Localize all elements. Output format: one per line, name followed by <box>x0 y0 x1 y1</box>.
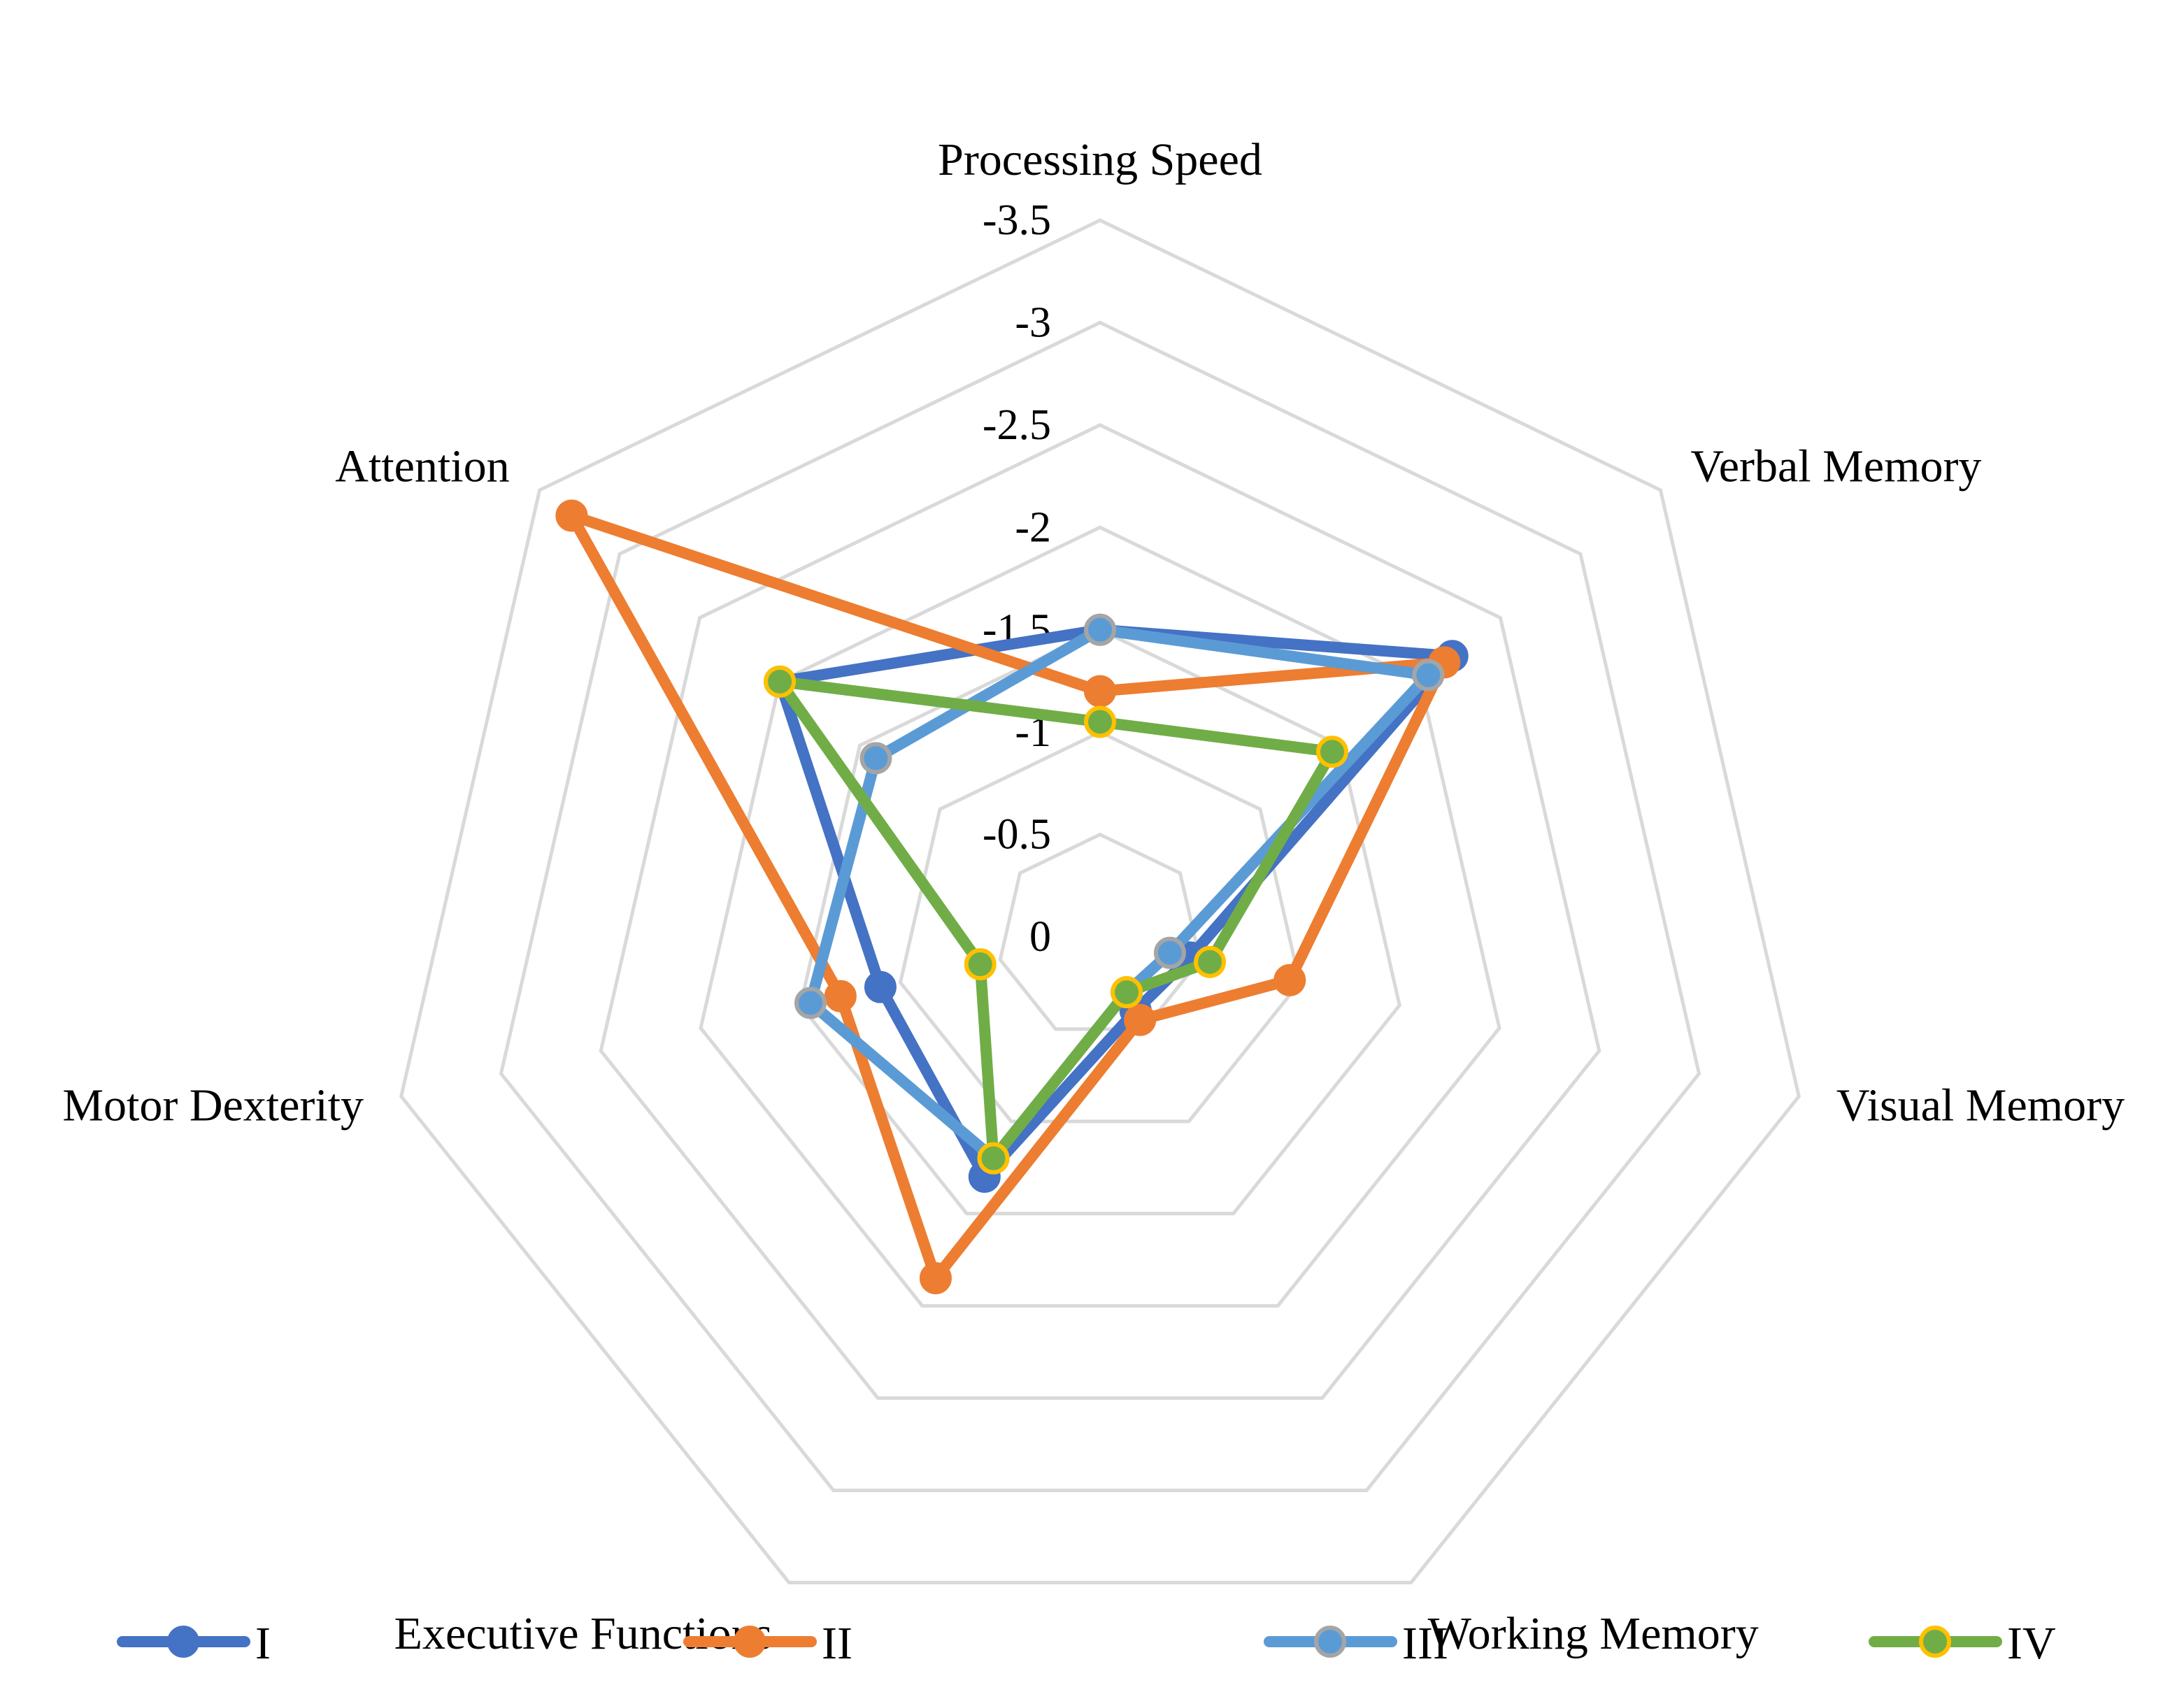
data-point-II-visual-memory[interactable] <box>1273 963 1306 996</box>
tick-label: -2 <box>1015 503 1051 551</box>
tick-label: -3.5 <box>983 196 1051 244</box>
grid-ring <box>499 320 1701 1493</box>
axis-label-executive-functions: Executive Functions <box>394 1608 773 1659</box>
data-point-III-processing-speed[interactable] <box>1084 613 1116 646</box>
data-point-IV-executive-functions[interactable] <box>977 1142 1010 1175</box>
tick-label: -0.5 <box>983 811 1051 859</box>
axis-label-processing-speed: Processing Speed <box>938 134 1262 185</box>
data-point-IV-motor-dexterity[interactable] <box>964 948 997 981</box>
data-point-IV-attention[interactable] <box>764 665 797 698</box>
legend-item-I[interactable]: I <box>117 1618 271 1669</box>
tick-labels: 0-0.5-1-1.5-2-2.5-3-3.5 <box>983 196 1051 961</box>
grid-ring <box>599 423 1601 1400</box>
axis-label-working-memory: Working Memory <box>1428 1608 1759 1659</box>
series-line-IV <box>774 675 1338 1164</box>
legend-item-II[interactable]: II <box>683 1618 852 1669</box>
legend-swatch-marker <box>734 1626 766 1658</box>
data-point-III-verbal-memory[interactable] <box>1412 659 1445 691</box>
series-line-I <box>774 624 1458 1183</box>
data-point-II-attention[interactable] <box>555 499 588 532</box>
data-point-IV-visual-memory[interactable] <box>1194 945 1227 978</box>
data-point-II-working-memory[interactable] <box>1124 1003 1157 1036</box>
series-layer <box>555 499 1469 1295</box>
legend-swatch-marker <box>1919 1626 1951 1658</box>
tick-label: -2.5 <box>983 401 1051 449</box>
data-point-II-processing-speed[interactable] <box>1084 675 1116 708</box>
series-II <box>555 499 1461 1295</box>
data-point-IV-verbal-memory[interactable] <box>1315 736 1348 768</box>
data-point-III-attention[interactable] <box>859 742 892 775</box>
data-point-III-visual-memory[interactable] <box>1153 936 1186 969</box>
data-point-I-motor-dexterity[interactable] <box>864 970 897 1003</box>
legend-swatch-marker <box>167 1626 199 1658</box>
tick-label: 0 <box>1029 913 1051 961</box>
legend-item-IV[interactable]: IV <box>1869 1618 2056 1669</box>
axis-label-attention: Attention <box>335 441 509 492</box>
data-point-III-motor-dexterity[interactable] <box>794 987 827 1019</box>
data-point-II-motor-dexterity[interactable] <box>824 980 857 1012</box>
grid-ring <box>898 730 1302 1124</box>
axis-label-motor-dexterity: Motor Dexterity <box>62 1080 364 1131</box>
axis-label-verbal-memory: Verbal Memory <box>1690 441 1981 492</box>
legend-label: IV <box>2007 1618 2056 1669</box>
legend-swatch-marker <box>1314 1626 1346 1658</box>
data-point-IV-working-memory[interactable] <box>1111 976 1143 1009</box>
legend[interactable]: I II III IV <box>117 1618 2056 1669</box>
legend-label: I <box>255 1618 271 1669</box>
legend-label: III <box>1402 1618 1448 1669</box>
axis-labels: Processing Speed Verbal Memory Visual Memo… <box>62 134 2125 1659</box>
grid-ring <box>699 525 1501 1308</box>
tick-label: -3 <box>1015 299 1051 346</box>
data-point-IV-processing-speed[interactable] <box>1084 705 1116 738</box>
legend-label: II <box>822 1618 852 1669</box>
series-I <box>764 613 1469 1194</box>
data-point-II-executive-functions[interactable] <box>919 1262 952 1295</box>
grid-ring <box>399 218 1801 1584</box>
series-IV <box>764 665 1348 1175</box>
series-line-II <box>566 510 1450 1284</box>
axis-label-visual-memory: Visual Memory <box>1836 1080 2125 1131</box>
legend-item-III[interactable]: III <box>1264 1618 1448 1669</box>
grid-layer <box>399 218 1801 1584</box>
